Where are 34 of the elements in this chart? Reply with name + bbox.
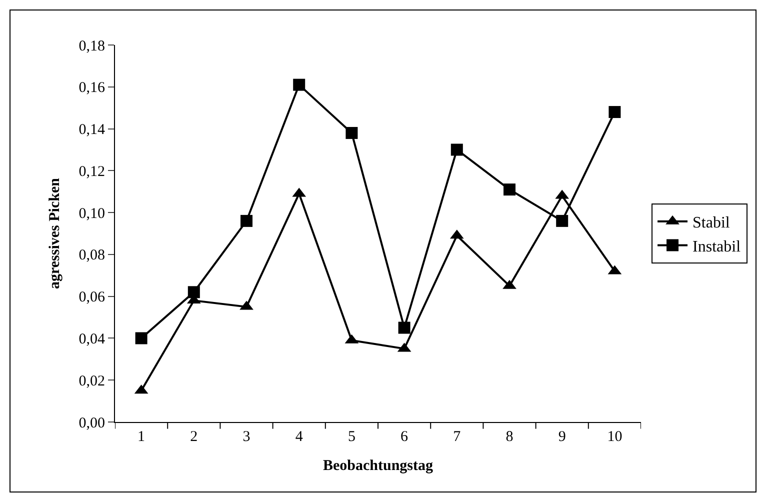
y-tick-label: 0,02 [78, 373, 105, 390]
point [556, 214, 568, 227]
point [135, 332, 148, 344]
x-tick-label: 6 [400, 429, 409, 445]
y-axis-title: agressives Picken [47, 177, 63, 289]
x-tick-label: 1 [138, 429, 146, 445]
point [240, 214, 252, 227]
x-axis-title: Beobachtungstag [322, 458, 434, 474]
y-tick-label: 0,14 [78, 122, 106, 138]
point [188, 286, 200, 298]
x-tick-label: 10 [607, 429, 622, 445]
x-tick-label: 4 [295, 429, 304, 445]
y-tick-label: 0,16 [78, 80, 106, 96]
x-tick-label: 2 [190, 429, 198, 445]
point [504, 184, 516, 196]
legend-label: Instabil [692, 238, 742, 256]
x-tick-label: 3 [242, 429, 250, 445]
point [346, 126, 358, 139]
point [608, 106, 621, 118]
point [293, 78, 306, 91]
x-tick-label: 8 [506, 429, 514, 445]
x-tick-label: 7 [453, 429, 462, 445]
y-tick-label: 0,12 [78, 164, 105, 180]
x-tick-label: 5 [348, 429, 356, 445]
legend-label: Stabil [692, 214, 730, 232]
y-tick-label: 0,04 [78, 331, 106, 348]
y-tick-label: 0,00 [78, 415, 105, 432]
x-tick-label: 9 [558, 429, 566, 445]
y-tick-label: 0,18 [78, 38, 105, 54]
y-tick-label: 0,10 [78, 206, 105, 222]
point [450, 144, 463, 156]
point [398, 322, 410, 334]
y-tick-label: 0,08 [78, 248, 105, 264]
y-tick-label: 0,06 [78, 290, 106, 306]
